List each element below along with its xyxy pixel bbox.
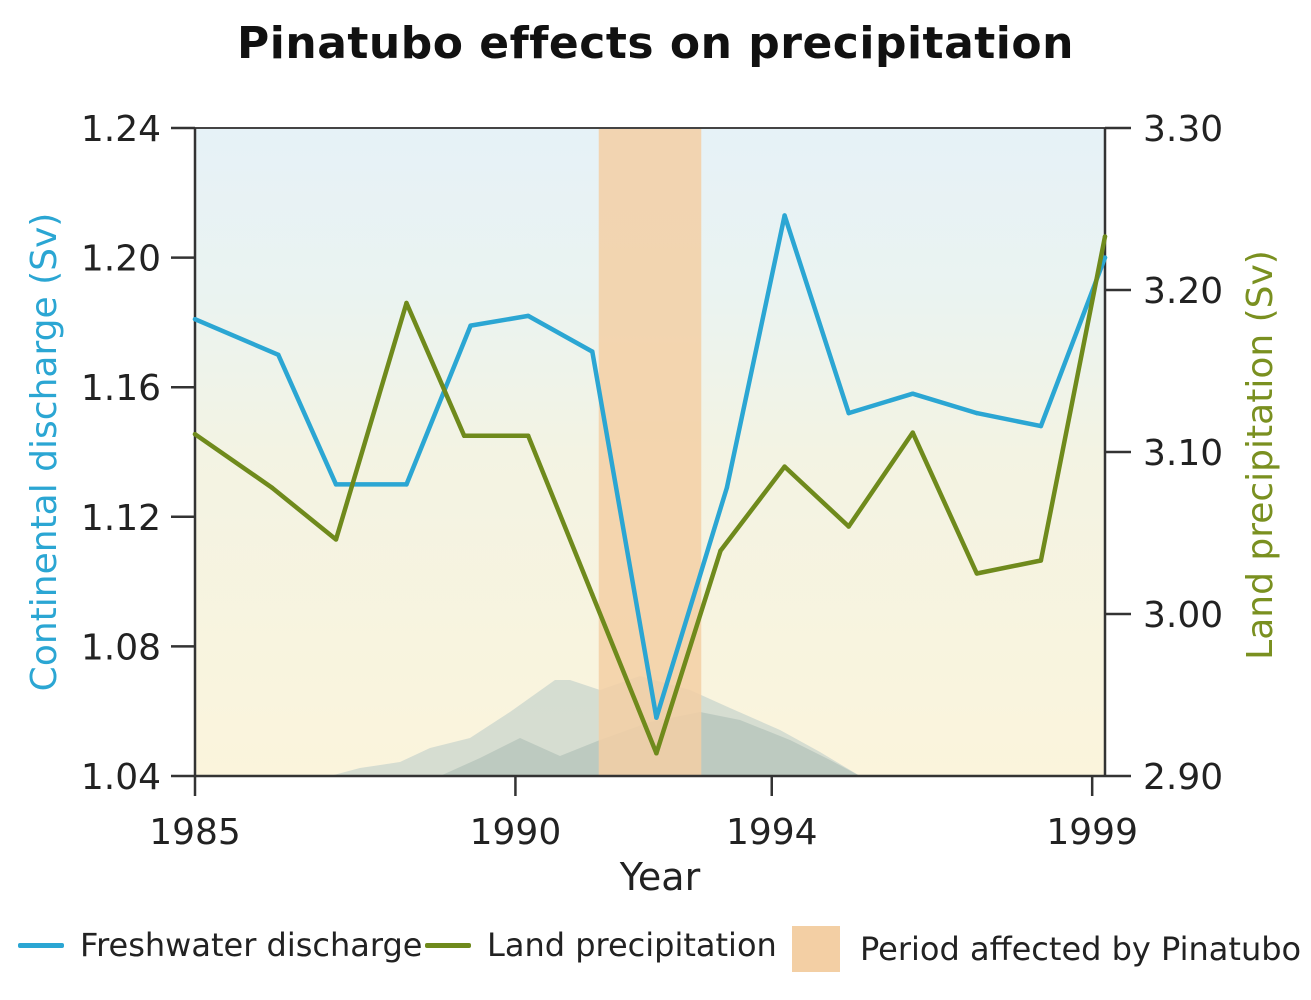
left-tick-label: 1.04 <box>81 757 161 798</box>
right-tick-label: 3.30 <box>1143 109 1223 150</box>
data-point-freshwater-discharge <box>526 313 531 319</box>
data-point-freshwater-discharge <box>192 316 198 322</box>
chart-title: Pinatubo effects on precipitation <box>237 18 1074 69</box>
legend-swatch-freshwater-discharge <box>18 942 64 948</box>
right-axis-label: Land precipitation (Sv) <box>1240 250 1281 660</box>
x-axis-label: Year <box>619 855 701 899</box>
data-point-land-precipitation <box>590 592 595 597</box>
right-tick-label: 3.10 <box>1143 433 1223 474</box>
legend-item-freshwater-discharge: Freshwater discharge <box>18 926 422 964</box>
data-point-freshwater-discharge <box>846 410 851 416</box>
data-point-land-precipitation <box>404 300 409 306</box>
x-tick-label: 1990 <box>470 812 562 853</box>
x-tick-label: 1985 <box>149 812 241 853</box>
data-point-land-precipitation <box>526 433 531 438</box>
data-point-freshwater-discharge <box>974 410 980 416</box>
data-point-land-precipitation <box>269 485 275 490</box>
data-point-land-precipitation <box>333 537 339 542</box>
legend-item-pinatubo-period: Period affected by Pinatubo <box>792 926 1301 972</box>
right-tick-label: 3.00 <box>1143 595 1223 636</box>
x-tick-label: 1994 <box>726 812 818 853</box>
data-point-freshwater-discharge <box>590 349 595 354</box>
data-point-land-precipitation <box>910 430 915 435</box>
data-point-freshwater-discharge <box>468 323 473 328</box>
legend-swatch-pinatubo-period <box>792 926 840 972</box>
legend-swatch-land-precipitation <box>425 942 471 948</box>
data-point-land-precipitation <box>192 431 198 437</box>
data-point-land-precipitation <box>654 751 659 756</box>
right-tick-label: 3.20 <box>1143 271 1223 312</box>
legend-item-land-precipitation: Land precipitation <box>425 926 777 964</box>
data-point-land-precipitation <box>1102 234 1108 239</box>
right-tick-label: 2.90 <box>1143 757 1223 798</box>
data-point-freshwater-discharge <box>333 482 339 487</box>
legend-label-freshwater-discharge: Freshwater discharge <box>80 926 423 964</box>
data-point-freshwater-discharge <box>1038 423 1044 429</box>
data-point-freshwater-discharge <box>1102 255 1108 260</box>
data-point-freshwater-discharge <box>654 715 659 720</box>
data-point-land-precipitation <box>718 548 723 554</box>
data-point-freshwater-discharge <box>782 213 787 218</box>
data-point-land-precipitation <box>461 433 467 438</box>
legend-label-pinatubo-period: Period affected by Pinatubo <box>860 930 1302 968</box>
data-point-land-precipitation <box>974 571 980 576</box>
left-axis-label: Continental discharge (Sv) <box>24 213 65 692</box>
data-point-land-precipitation <box>846 524 851 529</box>
left-tick-label: 1.20 <box>81 239 161 280</box>
left-tick-label: 1.16 <box>81 368 161 409</box>
data-point-freshwater-discharge <box>910 391 915 396</box>
data-point-freshwater-discharge <box>276 352 281 357</box>
data-point-land-precipitation <box>782 464 787 469</box>
x-tick-label: 1999 <box>1046 812 1138 853</box>
data-point-freshwater-discharge <box>404 482 409 487</box>
left-tick-label: 1.12 <box>81 498 161 539</box>
data-point-land-precipitation <box>1038 558 1044 563</box>
left-tick-label: 1.24 <box>81 109 161 150</box>
legend-label-land-precipitation: Land precipitation <box>487 926 777 964</box>
data-point-freshwater-discharge <box>724 485 730 490</box>
left-tick-label: 1.08 <box>81 627 161 668</box>
legend: Freshwater discharge Land precipitation … <box>0 920 1311 980</box>
